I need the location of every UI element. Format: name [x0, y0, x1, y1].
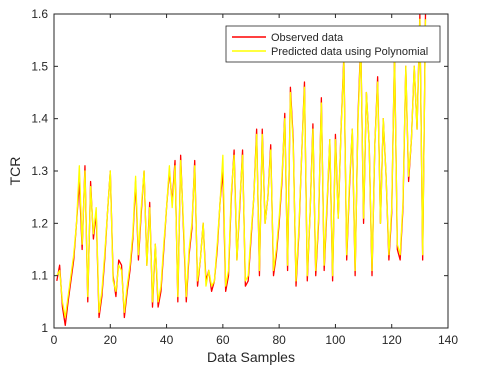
y-tick-label: 1.6: [31, 7, 48, 21]
y-tick-label: 1.4: [31, 112, 48, 126]
x-tick-label: 140: [438, 333, 458, 347]
series-line-predicted: [56, 18, 427, 319]
x-tick-label: 60: [216, 333, 230, 347]
x-axis: 0 20 40 60 80 100 120 140: [51, 14, 458, 347]
y-axis-label: TCR: [7, 157, 23, 186]
y-axis: 1 1.1 1.2 1.3 1.4 1.5 1.6: [31, 7, 448, 335]
y-tick-label: 1.2: [31, 216, 48, 230]
y-tick-label: 1.3: [31, 164, 48, 178]
x-axis-label: Data Samples: [207, 349, 295, 365]
x-tick-label: 20: [104, 333, 118, 347]
x-tick-label: 120: [382, 333, 402, 347]
legend-box: [225, 25, 441, 63]
y-tick-label: 1.1: [31, 269, 48, 283]
legend-label-predicted: Predicted data using Polynomial: [271, 46, 428, 58]
y-tick-label: 1.5: [31, 59, 48, 73]
y-tick-label: 1: [41, 321, 48, 335]
x-tick-label: 100: [325, 333, 345, 347]
x-tick-label: 40: [160, 333, 174, 347]
series-layer: [56, 14, 427, 327]
legend-label-observed: Observed data: [271, 32, 344, 44]
x-tick-label: 80: [272, 333, 286, 347]
x-tick-label: 0: [51, 333, 58, 347]
legend: Observed data Predicted data using Polyn…: [225, 25, 441, 63]
